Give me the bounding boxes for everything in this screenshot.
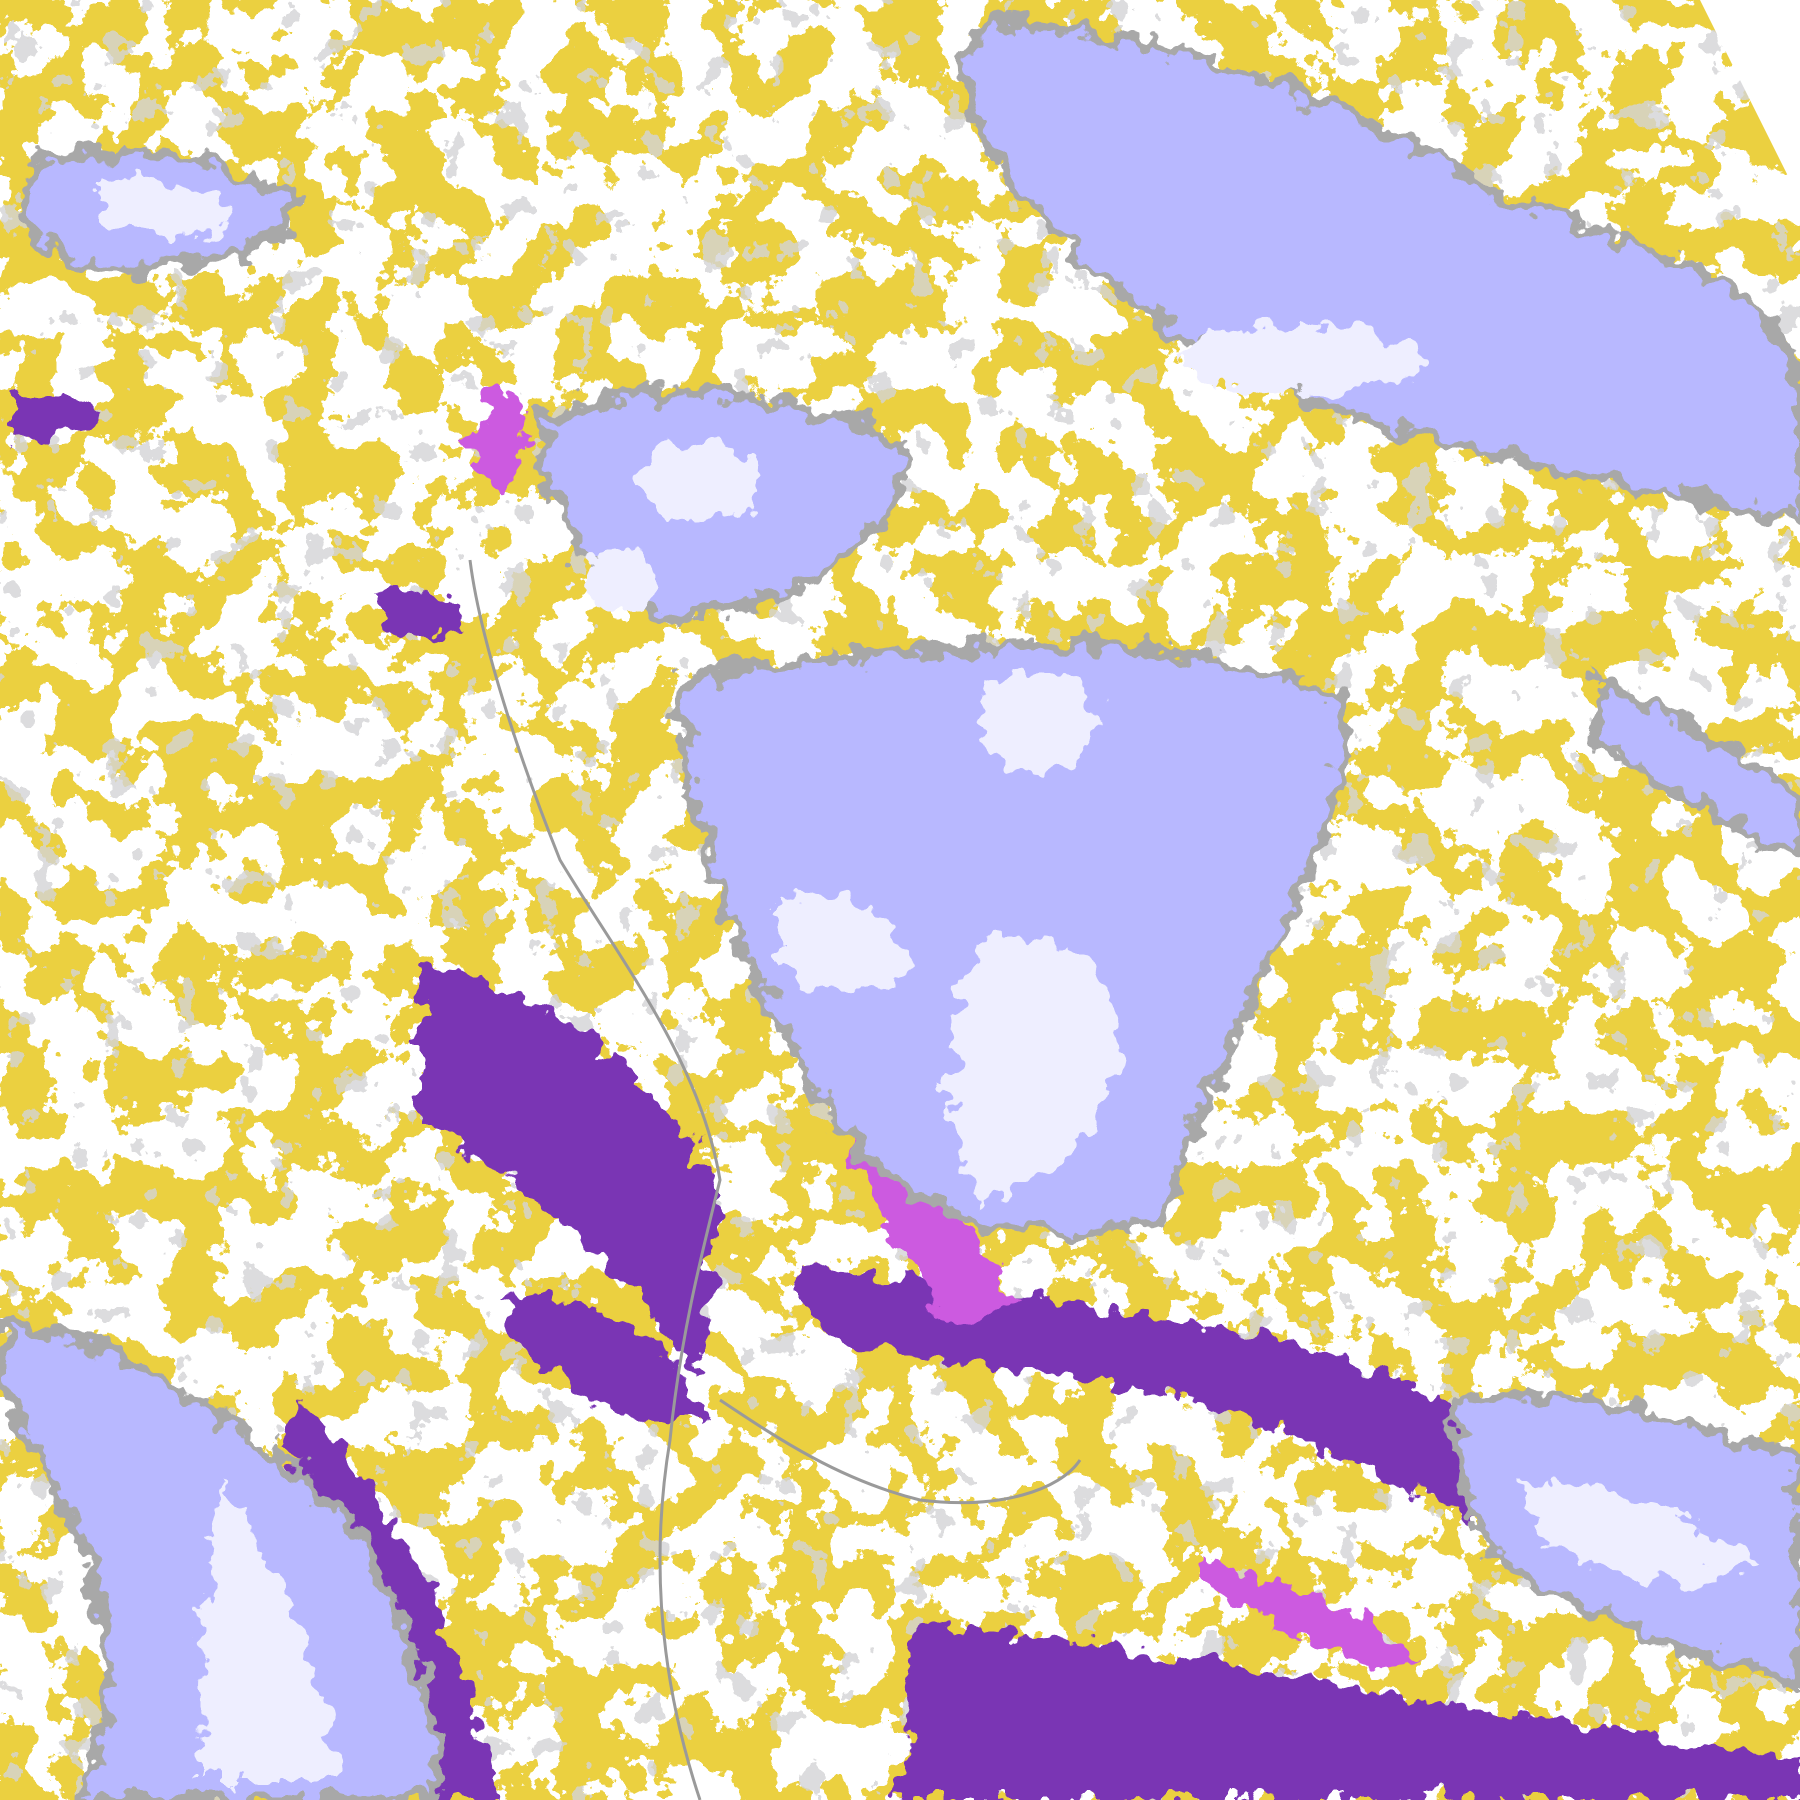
no-data-corner: [1700, 0, 1800, 200]
very-high-cloud-pale: [100, 177, 1760, 1780]
coastline-outlines: [468, 559, 1082, 1800]
